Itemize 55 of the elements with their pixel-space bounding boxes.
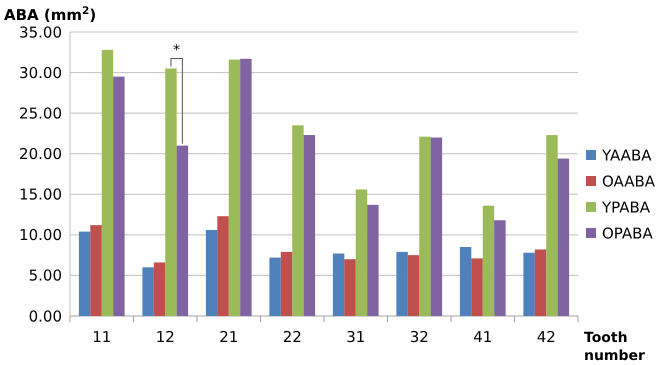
y-tick-label: 10.00 bbox=[19, 226, 62, 244]
bar bbox=[471, 258, 483, 316]
legend-label: OAABA bbox=[602, 172, 656, 191]
x-tick-label: 31 bbox=[346, 328, 366, 346]
x-tick-label: 21 bbox=[219, 328, 238, 346]
legend-label: YPABA bbox=[601, 198, 651, 217]
bar bbox=[558, 158, 570, 316]
bar bbox=[332, 254, 344, 316]
x-tick-label: 11 bbox=[92, 328, 112, 346]
bar bbox=[304, 135, 316, 316]
x-tick-label: 22 bbox=[282, 328, 302, 346]
y-tick-label: 30.00 bbox=[19, 64, 62, 82]
bar bbox=[430, 137, 442, 316]
x-axis-title: Tooth number bbox=[584, 330, 646, 364]
bar bbox=[292, 125, 304, 316]
bar bbox=[206, 230, 218, 316]
bar bbox=[396, 252, 408, 316]
bar bbox=[534, 249, 546, 316]
y-axis-title: ABA (mm$^{2}$) bbox=[4, 5, 96, 24]
legend-label: YAABA bbox=[601, 146, 652, 165]
bar bbox=[102, 50, 114, 316]
bar bbox=[356, 189, 368, 316]
x-tick-label: 42 bbox=[536, 328, 556, 346]
bar bbox=[546, 135, 558, 316]
bar bbox=[419, 136, 431, 316]
y-tick-label: 35.00 bbox=[19, 23, 62, 42]
x-tick-label: 32 bbox=[410, 328, 429, 346]
bar bbox=[165, 68, 177, 316]
bar bbox=[78, 232, 90, 316]
bar bbox=[142, 267, 154, 316]
bar bbox=[367, 204, 379, 316]
x-tick-label: 12 bbox=[156, 328, 175, 346]
x-tick-label: 41 bbox=[473, 328, 492, 346]
bar bbox=[408, 255, 420, 316]
bar bbox=[494, 220, 506, 316]
y-tick-label: 5.00 bbox=[28, 266, 62, 285]
bar bbox=[269, 258, 281, 316]
bar bbox=[113, 76, 125, 316]
bar bbox=[240, 58, 252, 316]
bar bbox=[90, 225, 102, 316]
annotation: * bbox=[173, 42, 180, 59]
y-tick-label: 25.00 bbox=[19, 104, 62, 122]
bar bbox=[176, 146, 188, 316]
legend-label: OPABA bbox=[602, 224, 654, 243]
bar bbox=[460, 247, 472, 316]
bar bbox=[154, 262, 166, 316]
bar bbox=[523, 252, 535, 316]
bar bbox=[482, 206, 494, 316]
y-tick-label: 15.00 bbox=[19, 186, 62, 204]
y-tick-label: 20.00 bbox=[19, 144, 62, 163]
bar bbox=[344, 259, 356, 316]
bar bbox=[217, 216, 229, 316]
bar bbox=[228, 60, 240, 316]
bar bbox=[280, 252, 292, 316]
y-tick-label: 0.00 bbox=[28, 307, 62, 326]
